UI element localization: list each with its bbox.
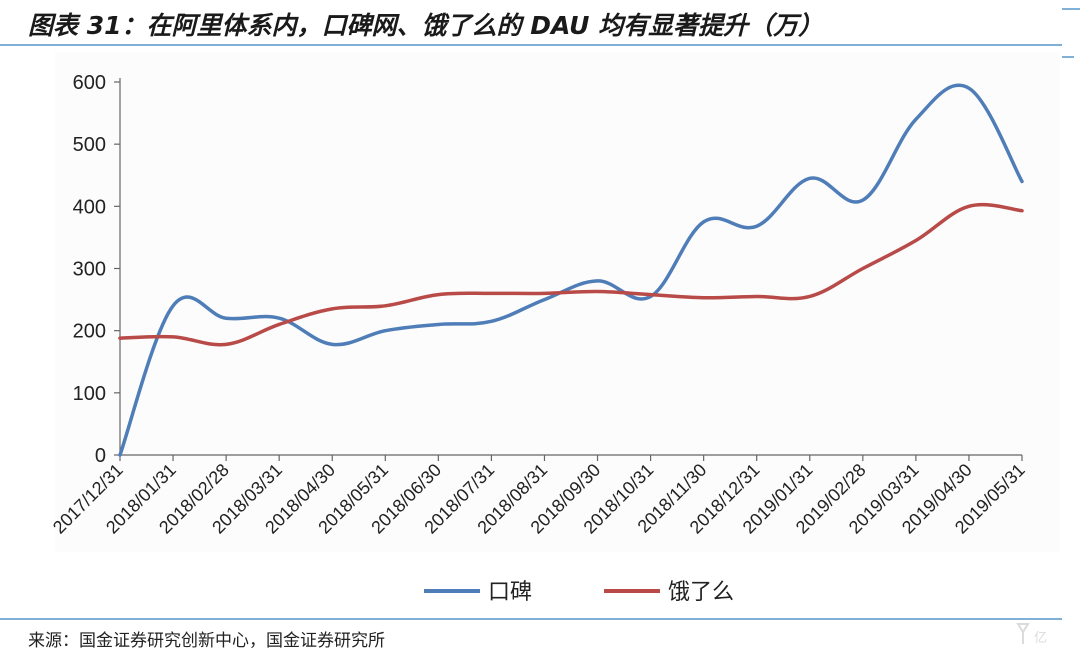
series-line-0 <box>118 83 1024 457</box>
legend-label-0: 口碑 <box>488 580 532 605</box>
chart-background <box>55 52 1060 552</box>
legend-label-1: 饿了么 <box>668 580 734 605</box>
y-tick-label: 300 <box>73 259 106 281</box>
y-tick-label: 500 <box>73 134 106 156</box>
chart-area: 0 100 200 300 400 500 600 2017/12/31 2018/01/31 2… <box>0 48 1080 618</box>
title-divider <box>0 44 1062 46</box>
y-tick-label: 600 <box>73 72 106 94</box>
y-tick-label: 400 <box>73 196 106 218</box>
y-tick-label: 200 <box>73 321 106 343</box>
legend: 口碑 饿了么 <box>424 580 734 605</box>
title-divider-right <box>1062 8 1080 10</box>
series-lines <box>118 83 1024 457</box>
y-tick-label: 100 <box>73 383 106 405</box>
watermark-logo-icon: 亿 <box>1016 623 1047 646</box>
series-line-1 <box>118 202 1024 347</box>
corner-mark <box>1062 56 1074 58</box>
svg-text:亿: 亿 <box>1034 631 1047 646</box>
title-bar: 图表 31：在阿里体系内，口碑网、饿了么的 DAU 均有显著提升（万） <box>0 0 1080 44</box>
chart-title: 图表 31：在阿里体系内，口碑网、饿了么的 DAU 均有显著提升（万） <box>28 11 824 40</box>
source-note: 来源：国金证券研究创新中心，国金证券研究所 <box>28 631 385 651</box>
footer-divider <box>0 618 1062 620</box>
y-tick-label: 0 <box>95 445 106 467</box>
line-chart: 01002003004005006002017/12/312018/01/312… <box>49 52 1060 605</box>
